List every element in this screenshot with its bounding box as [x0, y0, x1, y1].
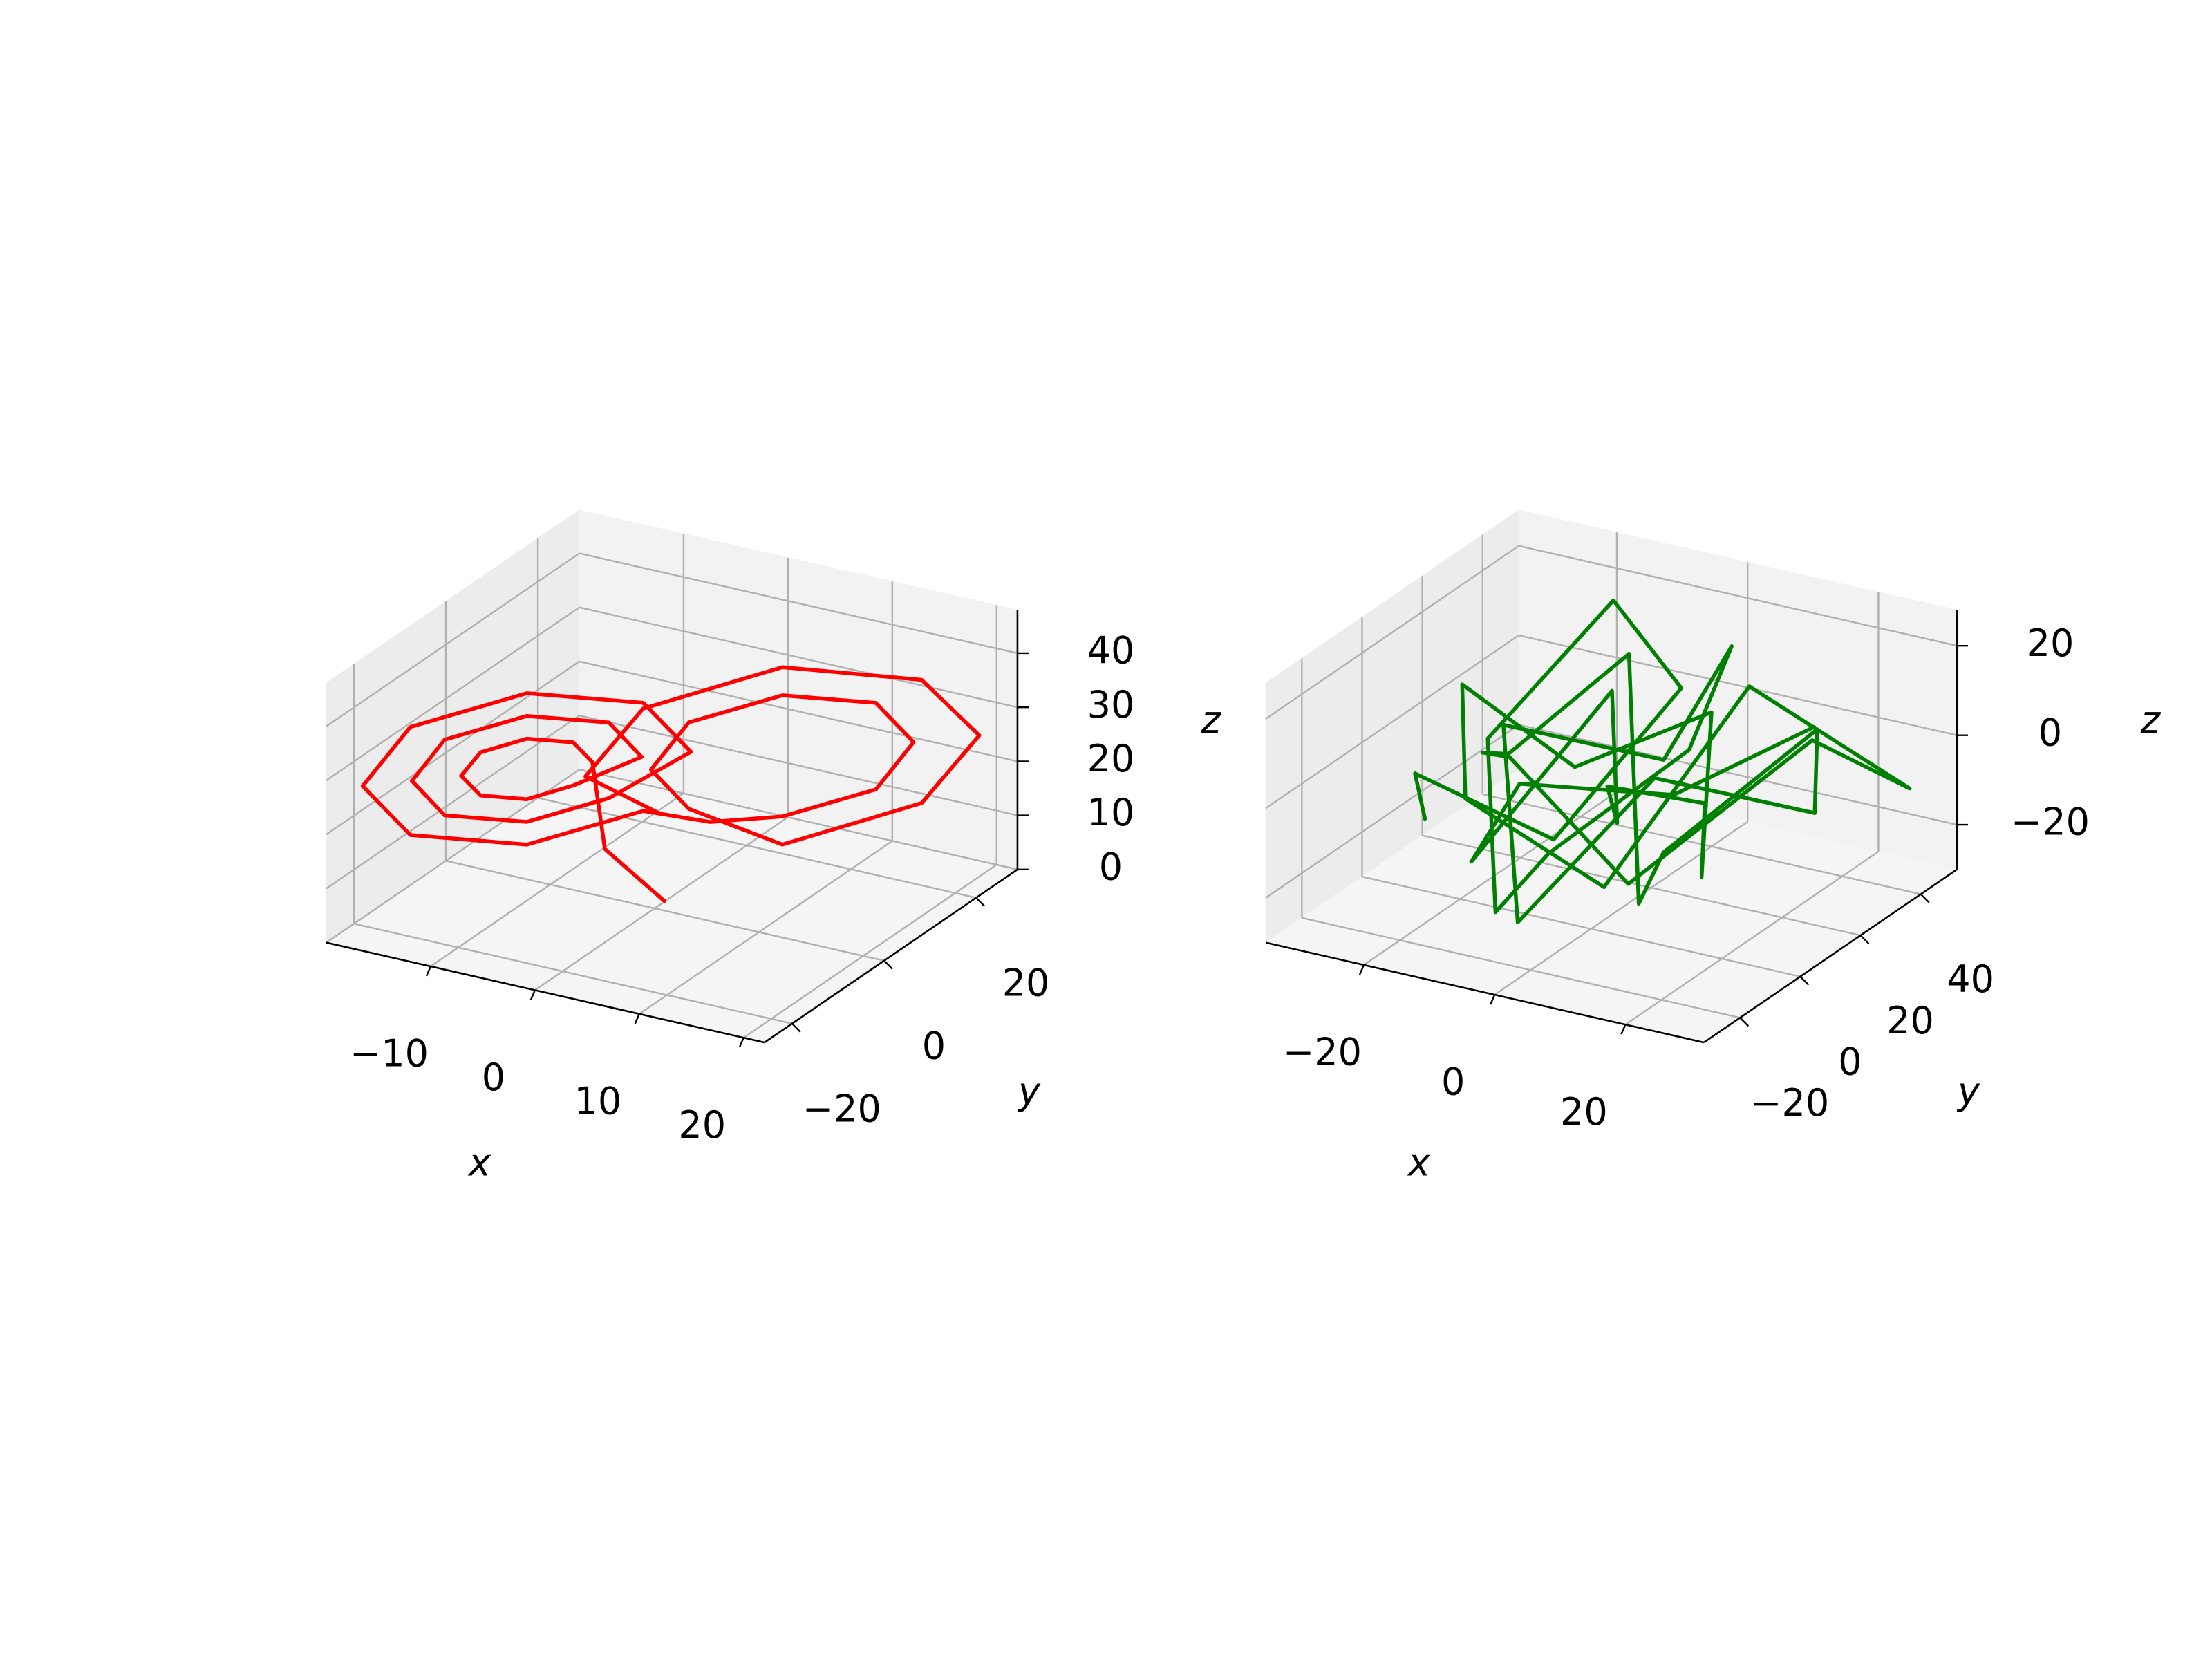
grid-line: [326, 552, 580, 727]
z-tick-label: 0: [2038, 711, 2062, 754]
tick-mark: [1358, 964, 1365, 975]
grid-line: [1265, 724, 1519, 899]
z-tick-label: 30: [1087, 683, 1135, 727]
grid-line: [1362, 876, 1801, 977]
x-tick-label: 20: [1560, 1090, 1608, 1134]
z-tick-label: 0: [1099, 845, 1123, 888]
grid-line: [353, 923, 793, 1024]
tick-mark: [1799, 975, 1810, 986]
y-tick-label: 40: [1947, 957, 1994, 1001]
tick-mark: [1920, 893, 1930, 903]
x-axis: [326, 941, 765, 1044]
x-tick-label: 0: [1441, 1060, 1465, 1104]
data-line: [360, 665, 982, 903]
grid-line: [1518, 545, 1958, 647]
y-tick-label: 0: [1838, 1040, 1862, 1083]
y-axis: [1703, 868, 1958, 1044]
tick-mark: [975, 897, 985, 907]
x-tick-label: −20: [1283, 1031, 1362, 1074]
grid-line: [579, 769, 1018, 870]
grid-line: [1494, 821, 1748, 996]
tick-mark: [791, 1022, 801, 1033]
y-axis-label: y: [1956, 1070, 1980, 1114]
y-tick-label: 20: [1886, 999, 1934, 1042]
x-tick-label: 0: [482, 1056, 505, 1099]
grid-line: [326, 715, 580, 890]
y-tick-label: −20: [1750, 1081, 1829, 1125]
tick-mark: [1490, 994, 1496, 1005]
x-axis-label: x: [1407, 1141, 1431, 1184]
data-line: [1413, 598, 1912, 925]
grid-line: [1518, 724, 1958, 826]
grid-line: [579, 552, 1018, 655]
tick-mark: [883, 959, 893, 970]
grid-line: [1518, 634, 1958, 736]
grid-line: [1265, 635, 1519, 809]
z-tick-label: −20: [2011, 800, 2090, 844]
y-tick-label: 0: [922, 1024, 946, 1067]
grid-line: [1363, 791, 1618, 966]
z-tick-label: 40: [1087, 629, 1135, 673]
grid-line: [579, 606, 1018, 709]
z-tick-label: 20: [2027, 621, 2074, 665]
z-axis-label: z: [2140, 698, 2162, 742]
x-tick-label: −10: [350, 1032, 429, 1076]
tick-mark: [529, 989, 536, 1000]
x-tick-label: 10: [574, 1079, 621, 1123]
x-axis: [1265, 941, 1705, 1044]
y-tick-label: −20: [803, 1087, 881, 1130]
tick-mark: [738, 1037, 744, 1048]
z-axis-label: z: [1201, 698, 1222, 742]
x-axis-label: x: [467, 1141, 491, 1184]
x-tick-label: 20: [678, 1103, 726, 1147]
z-tick-label: 20: [1087, 737, 1135, 780]
grid-line: [579, 660, 1018, 762]
grid-line: [1265, 545, 1519, 720]
grid-line: [445, 860, 885, 962]
grid-line: [1302, 917, 1741, 1019]
grid-line: [537, 797, 977, 899]
y-axis-label: y: [1017, 1070, 1041, 1114]
y-tick-label: 20: [1002, 961, 1050, 1004]
subplot: −10 0 10 20 −20 0 20 0 10 20 30 40 x y z: [325, 509, 1222, 1184]
z-tick-label: 10: [1087, 791, 1135, 834]
tick-mark: [425, 966, 432, 977]
grid-line: [1422, 834, 1861, 937]
tick-mark: [1859, 935, 1870, 945]
tick-mark: [1739, 1017, 1750, 1027]
grid-line: [326, 769, 580, 944]
grid-line: [579, 714, 1018, 816]
tick-mark: [1620, 1024, 1627, 1035]
y-axis: [764, 868, 1018, 1044]
grid-line: [326, 606, 580, 781]
grid-line: [1624, 850, 1880, 1026]
tick-mark: [634, 1013, 640, 1024]
grid-line: [326, 660, 580, 836]
